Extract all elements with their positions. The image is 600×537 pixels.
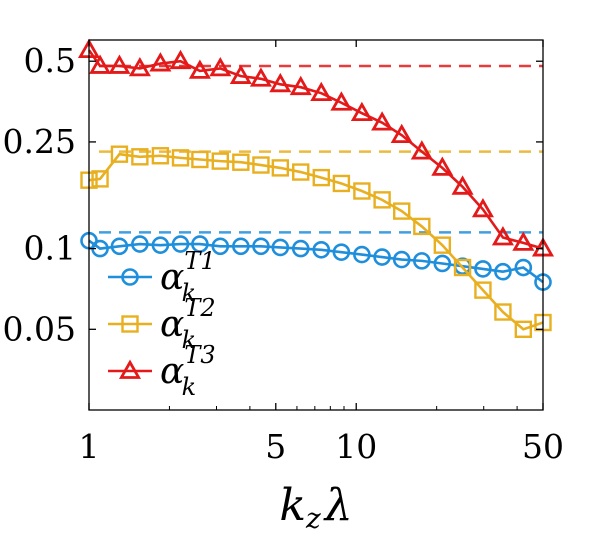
data-point bbox=[128, 56, 151, 77]
data-point bbox=[291, 239, 310, 258]
x-tick-label: 50 bbox=[522, 427, 564, 466]
data-point bbox=[312, 240, 331, 259]
data-point bbox=[211, 152, 230, 170]
data-point bbox=[431, 156, 454, 176]
x-tick-label: 10 bbox=[335, 427, 377, 466]
data-point bbox=[252, 237, 270, 256]
data-point bbox=[413, 217, 431, 236]
x-tick-label: 1 bbox=[79, 427, 100, 466]
y-axis-ticks: 0.05 0.1 0.25 0.5 bbox=[3, 41, 543, 348]
data-point bbox=[229, 64, 252, 84]
y-tick-label: 0.05 bbox=[3, 309, 76, 348]
data-point bbox=[350, 101, 373, 122]
series-lines bbox=[77, 38, 555, 339]
data-point bbox=[474, 260, 492, 278]
data-point bbox=[91, 170, 109, 188]
axes-box bbox=[88, 39, 544, 411]
data-point bbox=[118, 359, 142, 379]
data-point bbox=[151, 147, 170, 165]
data-point bbox=[108, 54, 131, 74]
data-point bbox=[393, 202, 411, 220]
data-point bbox=[514, 258, 533, 277]
data-point bbox=[373, 191, 391, 209]
legend-item: αT1 k bbox=[108, 247, 216, 307]
data-point bbox=[289, 75, 312, 96]
data-point bbox=[332, 243, 351, 261]
data-point bbox=[353, 182, 371, 200]
data-point bbox=[312, 168, 330, 187]
legend-label: αT1 k bbox=[160, 247, 216, 307]
data-point bbox=[271, 238, 290, 257]
data-point bbox=[171, 149, 190, 167]
data-point bbox=[512, 231, 535, 251]
reference-lines bbox=[99, 64, 543, 234]
data-point bbox=[491, 226, 514, 246]
data-point bbox=[232, 153, 250, 171]
data-point bbox=[191, 235, 209, 253]
data-point bbox=[373, 248, 391, 266]
data-point bbox=[110, 237, 129, 256]
data-point bbox=[330, 91, 353, 111]
data-point bbox=[371, 111, 394, 131]
data-point bbox=[494, 262, 512, 281]
legend-item: αT3 k bbox=[108, 341, 216, 401]
data-point bbox=[110, 145, 129, 163]
data-point bbox=[310, 81, 333, 102]
data-point bbox=[392, 250, 411, 269]
data-point bbox=[410, 140, 433, 160]
data-point bbox=[413, 252, 431, 270]
x-axis-label: kzλ bbox=[279, 480, 352, 535]
legend-label: αT3 k bbox=[160, 341, 216, 401]
data-point bbox=[353, 245, 371, 264]
x-tick-label: 5 bbox=[265, 427, 286, 466]
data-point bbox=[209, 56, 232, 77]
data-point bbox=[390, 123, 413, 144]
data-point bbox=[121, 315, 139, 333]
data-point bbox=[433, 254, 452, 273]
data-point bbox=[451, 175, 474, 195]
data-point bbox=[332, 174, 351, 193]
data-point bbox=[292, 163, 310, 181]
data-point bbox=[89, 54, 112, 74]
data-point bbox=[453, 258, 472, 277]
data-point bbox=[514, 320, 533, 339]
data-point bbox=[151, 236, 170, 254]
data-point bbox=[494, 303, 512, 321]
data-point bbox=[211, 237, 230, 256]
data-point bbox=[474, 281, 492, 299]
legend-label: αT2 k bbox=[160, 294, 216, 354]
y-tick-label: 0.25 bbox=[3, 122, 76, 161]
data-point bbox=[232, 237, 250, 256]
data-point bbox=[191, 150, 209, 169]
x-axis-ticks: 1 5 10 50 bbox=[79, 40, 564, 466]
series-line bbox=[88, 152, 544, 331]
y-tick-label: 0.1 bbox=[24, 229, 76, 268]
data-point bbox=[121, 268, 139, 286]
legend-item: αT2 k bbox=[108, 294, 216, 354]
y-tick-label: 0.5 bbox=[24, 41, 76, 80]
data-point bbox=[171, 235, 190, 253]
data-point bbox=[249, 67, 272, 87]
data-point bbox=[271, 159, 290, 177]
data-point bbox=[131, 235, 149, 253]
series-t2 bbox=[80, 145, 552, 339]
series-line bbox=[87, 49, 544, 250]
data-point bbox=[131, 148, 149, 166]
data-point bbox=[169, 49, 192, 70]
series-t3 bbox=[77, 38, 555, 257]
data-point bbox=[269, 72, 292, 93]
data-point bbox=[149, 52, 172, 72]
series-line bbox=[88, 239, 544, 284]
data-point bbox=[433, 236, 452, 254]
data-point bbox=[188, 59, 211, 79]
series-t1 bbox=[80, 231, 552, 291]
data-point bbox=[471, 197, 494, 218]
data-point bbox=[252, 156, 270, 174]
